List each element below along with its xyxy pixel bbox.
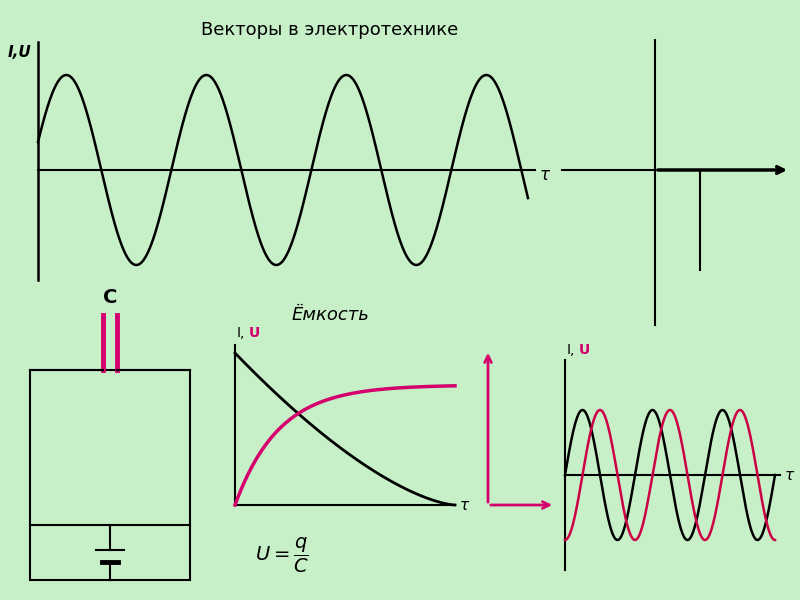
Text: Ёмкость: Ёмкость bbox=[291, 306, 369, 324]
Text: I,: I, bbox=[567, 343, 575, 357]
Text: C: C bbox=[103, 288, 117, 307]
Text: I,: I, bbox=[237, 326, 246, 340]
Text: τ: τ bbox=[460, 497, 469, 512]
Text: U: U bbox=[249, 326, 260, 340]
Text: Векторы в электротехнике: Векторы в электротехнике bbox=[202, 21, 458, 39]
Text: U: U bbox=[579, 343, 590, 357]
Text: τ: τ bbox=[540, 166, 550, 184]
Text: $U = \dfrac{q}{C}$: $U = \dfrac{q}{C}$ bbox=[255, 535, 309, 575]
Text: I,U: I,U bbox=[8, 45, 32, 60]
Text: τ: τ bbox=[785, 467, 794, 482]
